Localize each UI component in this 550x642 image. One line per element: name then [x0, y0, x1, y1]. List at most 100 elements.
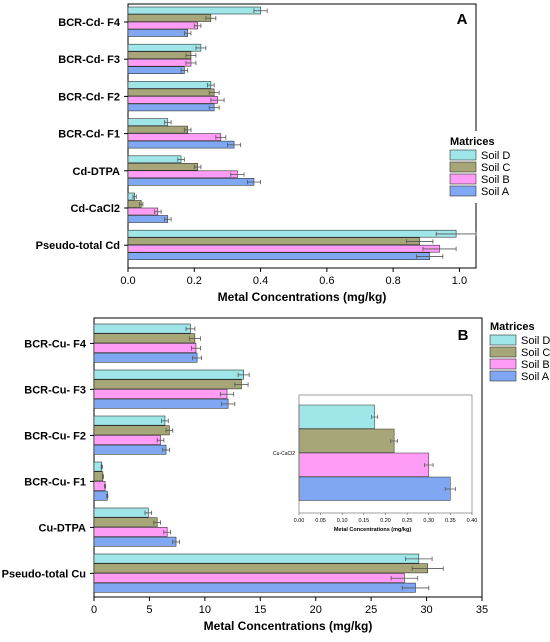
- panel-b-category-label: BCR-Cu- F4: [24, 338, 87, 350]
- panel-a-x-axis-label: Metal Concentrations (mg/kg): [218, 290, 387, 304]
- panel-b-plot-frame: [93, 317, 483, 598]
- panel-a-category-label: BCR-Cd- F3: [58, 54, 120, 66]
- panel-b-bar: [93, 369, 244, 380]
- panel-b-x-tick-label: 0: [91, 604, 97, 616]
- panel-b-bar: [93, 507, 149, 518]
- panel-b-legend-swatch: [489, 346, 517, 358]
- panel-b-category-label: BCR-Cu- F2: [24, 430, 86, 442]
- panel-a-bar: [127, 163, 198, 171]
- panel-b-bar: [93, 536, 177, 547]
- panel-a-bar: [127, 21, 198, 30]
- panel-a-legend-title: Matrices: [450, 136, 495, 148]
- panel-b-legend-label: Soil D: [521, 335, 550, 347]
- panel-a-bar: [127, 58, 192, 67]
- panel-b-category-label: Cu-DTPA: [39, 522, 87, 534]
- panel-a-bar: [127, 155, 182, 164]
- panel-b-legend-swatch: [489, 370, 517, 382]
- panel-b-bar: [93, 573, 405, 583]
- panel-a-bar: [127, 207, 159, 216]
- panel-b-legend-swatch: [489, 358, 517, 370]
- panel-b-bar: [93, 415, 166, 426]
- panel-b-bar: [93, 582, 416, 593]
- panel-b-bar: [93, 435, 161, 445]
- panel-a-bar: [127, 6, 261, 15]
- panel-b-x-tick-label: 25: [365, 604, 377, 616]
- inset-x-tick-label: 0.30: [423, 518, 434, 524]
- panel-a-category-label: BCR-Cd- F1: [58, 129, 120, 141]
- panel-a-bar: [127, 140, 235, 149]
- panel-b-bar: [93, 398, 229, 409]
- panel-a-category-label: Cd-DTPA: [73, 166, 121, 178]
- panel-b-bar: [93, 517, 158, 528]
- inset-bar: [298, 476, 451, 501]
- panel-a-legend-swatch: [449, 173, 477, 185]
- panel-a-legend-label: Soil A: [481, 186, 510, 198]
- panel-a-x-tick-label: 0.8: [385, 275, 400, 287]
- panel-b-legend-label: Soil A: [521, 371, 550, 383]
- panel-b-x-tick-label: 35: [476, 604, 488, 616]
- panel-b-category-label: Pseudo-total Cu: [2, 568, 86, 580]
- panel-a-bar: [127, 14, 212, 22]
- inset-bar: [298, 404, 375, 429]
- inset-category-label: Cu-CaCl2: [273, 451, 295, 457]
- panel-b-bar: [93, 490, 108, 501]
- panel-b-bar: [93, 471, 104, 482]
- panel-a-bar: [127, 29, 188, 37]
- panel-a-bar: [127, 51, 192, 60]
- panel-b-bar: [93, 352, 198, 363]
- panel-a-legend-label: Soil B: [481, 174, 510, 186]
- panel-b-x-tick-label: 15: [254, 604, 266, 616]
- panel-a-legend-swatch: [449, 149, 477, 161]
- panel-b-bar: [93, 389, 228, 399]
- panel-b-x-tick-label: 30: [420, 604, 432, 616]
- panel-a-x-tick-label: 0.2: [187, 275, 202, 287]
- panel-a-legend-label: Soil D: [481, 150, 510, 162]
- inset-x-tick-label: 0.40: [467, 518, 478, 524]
- panel-a-bar: [127, 81, 212, 89]
- panel-b-legend-label: Soil B: [521, 359, 550, 371]
- panel-a-bar: [127, 252, 430, 260]
- panel-a-bar: [127, 66, 185, 74]
- panel-a-bar: [127, 237, 420, 245]
- panel-a-bar: [127, 215, 169, 223]
- panel-a-bar: [127, 244, 440, 253]
- panel-b-panel-letter: B: [458, 327, 469, 344]
- panel-a-bar: [127, 229, 457, 238]
- inset-bar: [298, 452, 429, 477]
- panel-b-bar: [93, 379, 242, 390]
- panel-a-bar: [127, 170, 238, 179]
- panel-a-panel: BCR-Cd- F4 BCR-Cd- F3 BCR-Cd- F2 BCR-Cd- F1…: [36, 3, 477, 304]
- panel-b-bar: [93, 333, 196, 344]
- panel-a-bar: [127, 125, 188, 134]
- panel-b-x-tick-label: 20: [310, 604, 322, 616]
- panel-a-legend-swatch: [449, 185, 477, 197]
- panel-b-bar: [93, 425, 170, 436]
- inset-x-tick-label: 0.25: [402, 518, 413, 524]
- panel-a-legend-label: Soil C: [481, 162, 510, 174]
- inset-bar: [298, 428, 395, 453]
- panel-a-bar: [127, 43, 202, 52]
- panel-a-category-label: Pseudo-total Cd: [36, 240, 120, 252]
- inset-x-tick-label: 0.20: [380, 518, 391, 524]
- panel-b-bar: [93, 481, 106, 491]
- inset-x-tick-label: 0.15: [359, 518, 370, 524]
- panel-a-x-tick-label: 0.6: [319, 275, 334, 287]
- panel-a-x-tick-label: 0.0: [120, 275, 135, 287]
- panel-b-legend-title: Matrices: [490, 321, 535, 333]
- panel-a-x-tick-label: 1.0: [452, 275, 467, 287]
- panel-a-bar: [127, 133, 222, 141]
- panel-b-legend-swatch: [489, 334, 517, 346]
- panel-a-bar: [127, 96, 218, 104]
- panel-b-panel: BCR-Cu- F4 BCR-Cu- F3 BCR-Cu- F2 BCR-Cu- F1…: [2, 317, 488, 633]
- panel-b-bar: [93, 444, 167, 455]
- panel-a-bar: [127, 178, 255, 186]
- panel-a-bar: [127, 118, 169, 126]
- panel-b-category-label: BCR-Cu- F1: [24, 476, 86, 488]
- panel-a-x-tick-label: 0.4: [253, 275, 268, 287]
- inset-x-tick-label: 0.00: [294, 518, 305, 524]
- panel-a-category-label: BCR-Cd- F2: [58, 91, 120, 103]
- panel-b-bar: [93, 553, 420, 564]
